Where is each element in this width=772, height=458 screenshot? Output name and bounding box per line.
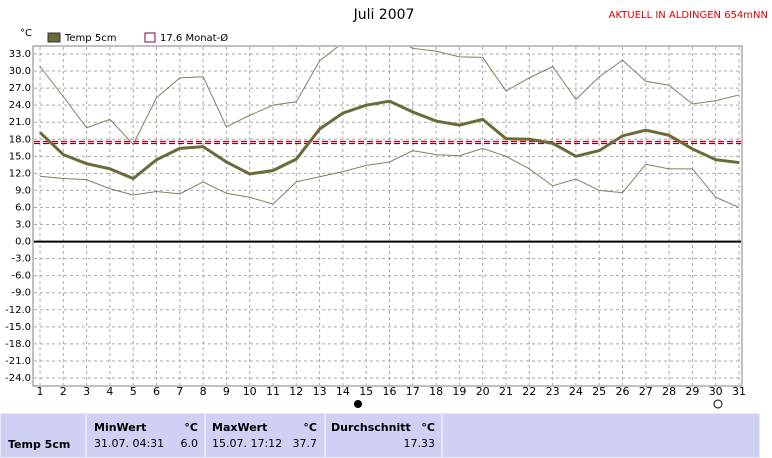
legend-label: Temp 5cm (64, 33, 116, 44)
x-tick-label: 18 (429, 385, 443, 398)
x-tick-label: 2 (60, 385, 67, 398)
x-tick-label: 12 (289, 385, 303, 398)
x-tick-label: 10 (243, 385, 257, 398)
x-tick-label: 20 (476, 385, 490, 398)
x-tick-label: 26 (616, 385, 630, 398)
legend-label: 17.6 Monat-Ø (160, 32, 228, 44)
legend-name: Monat-Ø (185, 32, 228, 44)
stats-unit: °C (303, 421, 317, 434)
stats-value: 6.0 (181, 437, 199, 450)
x-tick-label: 21 (499, 385, 513, 398)
y-tick-label: 24.0 (9, 100, 31, 111)
y-tick-label: 15.0 (9, 151, 31, 162)
x-tick-label: 11 (266, 385, 280, 398)
stats-header: MaxWert (212, 421, 267, 434)
legend-value: 17.6 (160, 33, 182, 44)
stats-cell (441, 412, 761, 458)
y-tick-label: -6.0 (11, 271, 31, 282)
y-tick-label: -24.0 (5, 373, 31, 384)
series-line (39, 47, 740, 146)
stats-unit: °C (184, 421, 198, 434)
series-line (38, 99, 740, 181)
y-tick-label: 6.0 (15, 202, 31, 213)
moon-icon (354, 400, 362, 408)
x-tick-label: 17 (406, 385, 420, 398)
x-tick-label: 27 (639, 385, 653, 398)
subtitle: AKTUELL IN ALDINGEN 654mNN (609, 10, 768, 21)
x-tick-label: 23 (546, 385, 560, 398)
x-tick-label: 7 (176, 385, 183, 398)
x-tick-label: 16 (383, 385, 397, 398)
stats-cell (85, 412, 206, 458)
stats-cell (0, 412, 87, 458)
x-tick-label: 15 (359, 385, 373, 398)
x-tick-label: 29 (685, 385, 699, 398)
y-tick-label: 21.0 (9, 117, 31, 128)
y-tick-label: -9.0 (11, 288, 31, 299)
x-tick-label: 1 (37, 385, 44, 398)
series-line (39, 147, 740, 208)
legend-swatch (144, 32, 156, 43)
x-tick-label: 4 (106, 385, 113, 398)
x-tick-label: 9 (223, 385, 230, 398)
x-tick-label: 19 (452, 385, 466, 398)
y-tick-label: -12.0 (5, 305, 31, 316)
y-tick-label: 12.0 (9, 168, 31, 179)
y-tick-label: 3.0 (15, 220, 31, 231)
y-tick-label: 30.0 (9, 66, 31, 77)
legend-swatch (47, 32, 61, 43)
x-tick-label: 3 (83, 385, 90, 398)
stats-cell (324, 412, 443, 458)
x-tick-label: 25 (592, 385, 606, 398)
stats-header: Durchschnitt (331, 421, 411, 434)
y-tick-label: -15.0 (5, 322, 31, 333)
stats-value: 37.7 (293, 437, 318, 450)
x-tick-label: 5 (130, 385, 137, 398)
stats-cell (204, 412, 326, 458)
y-tick-label: -3.0 (11, 254, 31, 265)
moon-icon (713, 399, 723, 409)
stats-value: 17.33 (404, 437, 436, 450)
stats-header: MinWert (94, 421, 146, 434)
plot-frame (32, 45, 743, 387)
stats-row-label: Temp 5cm (8, 438, 70, 451)
stats-time: 31.07. 04:31 (94, 437, 164, 450)
x-tick-label: 30 (709, 385, 723, 398)
y-tick-label: 33.0 (9, 49, 31, 60)
x-tick-label: 6 (153, 385, 160, 398)
x-tick-label: 13 (313, 385, 327, 398)
x-tick-label: 31 (732, 385, 746, 398)
stats-unit: °C (421, 421, 435, 434)
x-tick-label: 24 (569, 385, 583, 398)
x-tick-label: 22 (522, 385, 536, 398)
y-tick-label: 27.0 (9, 83, 31, 94)
x-tick-label: 14 (336, 385, 350, 398)
y-tick-label: -18.0 (5, 339, 31, 350)
x-tick-label: 28 (662, 385, 676, 398)
x-tick-label: 8 (200, 385, 207, 398)
y-tick-label: -21.0 (5, 356, 31, 367)
y-unit: °C (20, 28, 32, 39)
y-tick-label: 0.0 (15, 237, 31, 248)
y-tick-label: 9.0 (15, 185, 31, 196)
y-tick-label: 18.0 (9, 134, 31, 145)
chart-title: Juli 2007 (353, 7, 415, 23)
stats-time: 15.07. 17:12 (212, 437, 282, 450)
